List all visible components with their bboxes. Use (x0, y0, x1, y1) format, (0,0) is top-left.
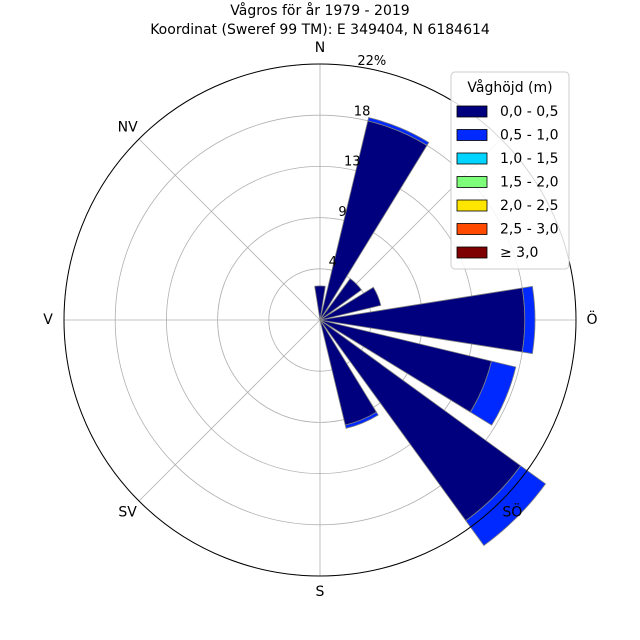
legend-swatch-0 (456, 105, 488, 118)
bar-dir-5-seg-1 (469, 360, 517, 426)
outer-circle (63, 63, 577, 577)
direction-label-N: N (315, 40, 325, 56)
radial-tick-1: 9 (338, 205, 346, 220)
legend-label-3: 1,5 - 2,0 (500, 175, 558, 191)
legend-swatch-2 (456, 152, 488, 165)
direction-label-NV: NV (118, 120, 138, 136)
legend-swatch-3 (456, 176, 488, 188)
direction-label-Ö: Ö (586, 310, 597, 328)
legend-title: Våghöjd (m) (467, 79, 552, 96)
chart-subtitle: Koordinat (Sweref 99 TM): E 349404, N 61… (150, 22, 490, 38)
legend-swatch-1 (456, 129, 488, 141)
radial-tick-2: 13 (344, 155, 361, 170)
bar-dir-3-seg-0 (319, 286, 382, 321)
legend-label-0: 0,0 - 0,5 (500, 104, 558, 120)
legend-label-6: ≥ 3,0 (500, 245, 538, 261)
legend-swatch-4 (456, 199, 488, 212)
direction-label-SV: SV (118, 504, 137, 520)
bar-dir-4-seg-1 (521, 285, 536, 355)
rose-bars (314, 117, 547, 547)
bar-dir-6-seg-1 (465, 465, 547, 547)
bar-dir-0-seg-0 (314, 285, 326, 321)
legend-label-4: 2,0 - 2,5 (500, 198, 558, 214)
grid-spoke-5 (138, 319, 321, 502)
direction-label-SÖ: SÖ (502, 502, 522, 520)
legend: Våghöjd (m) 0,0 - 0,5 0,5 - 1,0 1,0 - 1,5 1,… (450, 71, 570, 270)
direction-label-V: V (43, 312, 53, 328)
bar-dir-1-seg-1 (367, 117, 430, 146)
chart-title: Vågros för år 1979 - 2019 (230, 2, 409, 19)
radial-tick-0: 4 (329, 255, 337, 270)
legend-label-2: 1,0 - 1,5 (500, 151, 558, 167)
legend-box (450, 71, 570, 270)
grid-spoke-7 (138, 138, 321, 321)
legend-swatch-6 (456, 246, 488, 259)
bar-dir-2-seg-0 (319, 278, 362, 321)
bar-dir-7-seg-1 (344, 411, 379, 429)
direction-label-S: S (316, 584, 325, 600)
radial-tick-4: 22% (357, 54, 386, 69)
radial-tick-3: 18 (354, 104, 371, 119)
legend-label-1: 0,5 - 1,0 (500, 128, 558, 144)
radial-tick-labels: 4 9 13 18 22% (329, 54, 387, 270)
legend-label-5: 2,5 - 3,0 (500, 222, 558, 238)
polar-outline (63, 63, 577, 577)
direction-labels: N Ö SÖ S SV V NV (43, 40, 597, 600)
legend-swatch-5 (456, 223, 488, 235)
